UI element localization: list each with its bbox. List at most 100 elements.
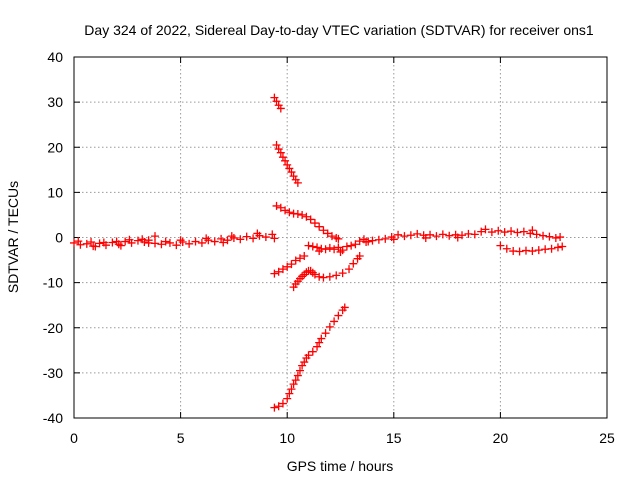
data-point (304, 351, 313, 360)
data-point (274, 145, 283, 154)
data-point (400, 232, 409, 241)
data-point (219, 238, 228, 247)
data-point (268, 230, 277, 239)
data-point (116, 241, 125, 250)
data-point (161, 237, 170, 246)
data-points (70, 93, 567, 412)
data-point (74, 237, 83, 246)
data-point (310, 219, 319, 228)
data-point (547, 244, 556, 253)
data-point (121, 237, 130, 246)
data-point (202, 234, 211, 243)
data-point (315, 247, 324, 256)
data-point (534, 246, 543, 255)
data-point (278, 399, 287, 408)
data-point (227, 232, 236, 241)
data-point (413, 229, 422, 238)
data-point (289, 380, 298, 389)
series-mid-decline (272, 201, 343, 243)
data-point (289, 172, 298, 181)
data-point (406, 231, 415, 240)
data-point (470, 230, 479, 239)
data-point (293, 210, 302, 219)
data-point (249, 234, 258, 243)
data-point (308, 347, 317, 356)
data-point (300, 358, 309, 367)
data-point (325, 272, 334, 281)
y-tick-label: -30 (43, 365, 63, 381)
data-point (313, 243, 322, 252)
data-point (334, 311, 343, 320)
data-point (287, 385, 296, 394)
data-point (553, 243, 562, 252)
data-point (394, 230, 403, 239)
data-point (494, 226, 503, 235)
data-point (270, 93, 279, 102)
x-tick-label: 15 (386, 430, 402, 446)
data-point (477, 227, 486, 236)
data-point (325, 322, 334, 331)
data-point (496, 241, 505, 250)
series-deep-rise (270, 303, 349, 412)
x-tick-label: 0 (70, 430, 78, 446)
data-point (283, 160, 292, 169)
series-lower-arc (289, 252, 364, 292)
data-point (276, 104, 285, 113)
data-point (438, 230, 447, 239)
data-point (532, 230, 541, 239)
data-point (99, 238, 108, 247)
data-point (308, 268, 317, 277)
data-point (276, 148, 285, 157)
data-point (500, 228, 509, 237)
y-tick-label: 0 (55, 230, 63, 246)
data-point (298, 361, 307, 370)
data-point (323, 229, 332, 238)
data-point (528, 247, 537, 256)
data-point (151, 239, 160, 248)
data-point (334, 243, 343, 252)
data-point (453, 233, 462, 242)
data-point (315, 272, 324, 281)
data-point (293, 178, 302, 187)
data-point (274, 267, 283, 276)
series-upper-decline (272, 140, 302, 187)
y-tick-label: -40 (43, 410, 63, 426)
data-point (281, 206, 290, 215)
data-point (287, 168, 296, 177)
data-point (191, 237, 200, 246)
data-point (112, 237, 121, 246)
data-point (519, 227, 528, 236)
data-point (389, 235, 398, 244)
data-point (319, 273, 328, 282)
data-point (70, 238, 78, 247)
data-point (172, 241, 181, 250)
data-point (300, 252, 309, 261)
data-point (272, 140, 281, 149)
data-point (334, 234, 343, 243)
data-point (176, 236, 185, 245)
data-point (285, 389, 294, 398)
data-point (287, 260, 296, 269)
data-point (528, 226, 537, 235)
data-point (82, 239, 91, 248)
data-point (481, 225, 490, 234)
x-tick-label: 20 (493, 430, 509, 446)
data-point (306, 215, 315, 224)
data-point (295, 254, 304, 263)
data-point (515, 247, 524, 256)
data-point (308, 242, 317, 251)
data-point (197, 238, 206, 247)
data-point (310, 270, 319, 279)
data-point (345, 265, 354, 274)
data-point (210, 237, 219, 246)
data-point (293, 371, 302, 380)
data-point (321, 329, 330, 338)
data-point (76, 240, 85, 249)
series-early-band (70, 235, 153, 251)
data-point (332, 233, 341, 242)
data-point (507, 227, 516, 236)
data-point (108, 238, 117, 247)
data-point (133, 236, 142, 245)
data-point (340, 303, 349, 312)
